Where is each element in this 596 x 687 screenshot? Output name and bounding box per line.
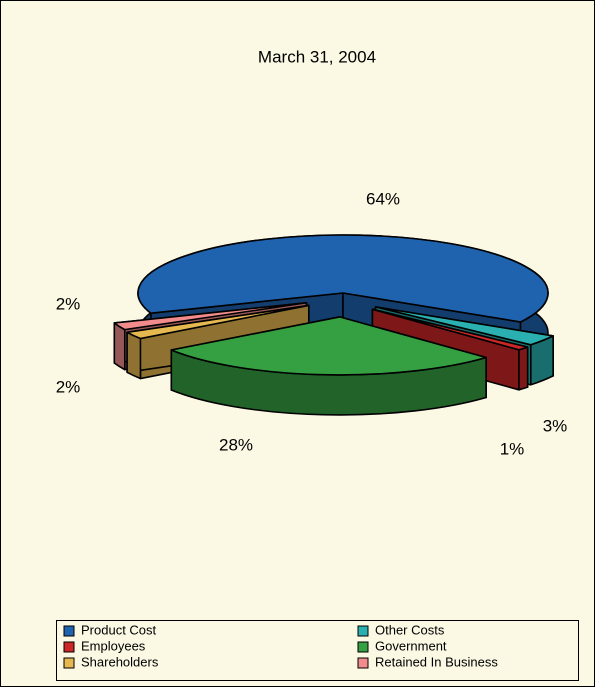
slice <box>113 301 308 331</box>
slice <box>374 306 554 346</box>
legend-swatch <box>357 641 369 653</box>
legend-swatch <box>357 625 369 637</box>
legend-label: Shareholders <box>81 654 159 669</box>
legend-swatch <box>63 625 75 637</box>
legend-swatch <box>357 657 369 669</box>
data-label: 2% <box>56 377 81 396</box>
legend-label: Government <box>375 638 447 653</box>
legend-box <box>56 620 579 681</box>
slice <box>371 308 529 351</box>
legend-label: Product Cost <box>81 622 157 637</box>
slice-side <box>518 346 529 391</box>
legend-label: Retained In Business <box>375 654 498 669</box>
legend-swatch <box>63 641 75 653</box>
pie <box>113 234 554 416</box>
data-label: 1% <box>500 439 525 458</box>
chart-title: March 31, 2004 <box>258 47 376 66</box>
legend-label: Employees <box>81 638 146 653</box>
slice <box>126 304 310 340</box>
slice <box>137 234 549 323</box>
data-label: 3% <box>543 416 568 435</box>
legend-label: Other Costs <box>375 622 445 637</box>
legend: Product Cost Other Costs Employees Governme… <box>63 622 498 669</box>
slice-side <box>126 331 142 380</box>
data-label: 2% <box>56 294 81 313</box>
slice <box>170 316 487 376</box>
data-label: 64% <box>366 189 400 208</box>
legend-swatch <box>63 657 75 669</box>
data-label: 28% <box>219 435 253 454</box>
slice-side <box>113 322 126 371</box>
